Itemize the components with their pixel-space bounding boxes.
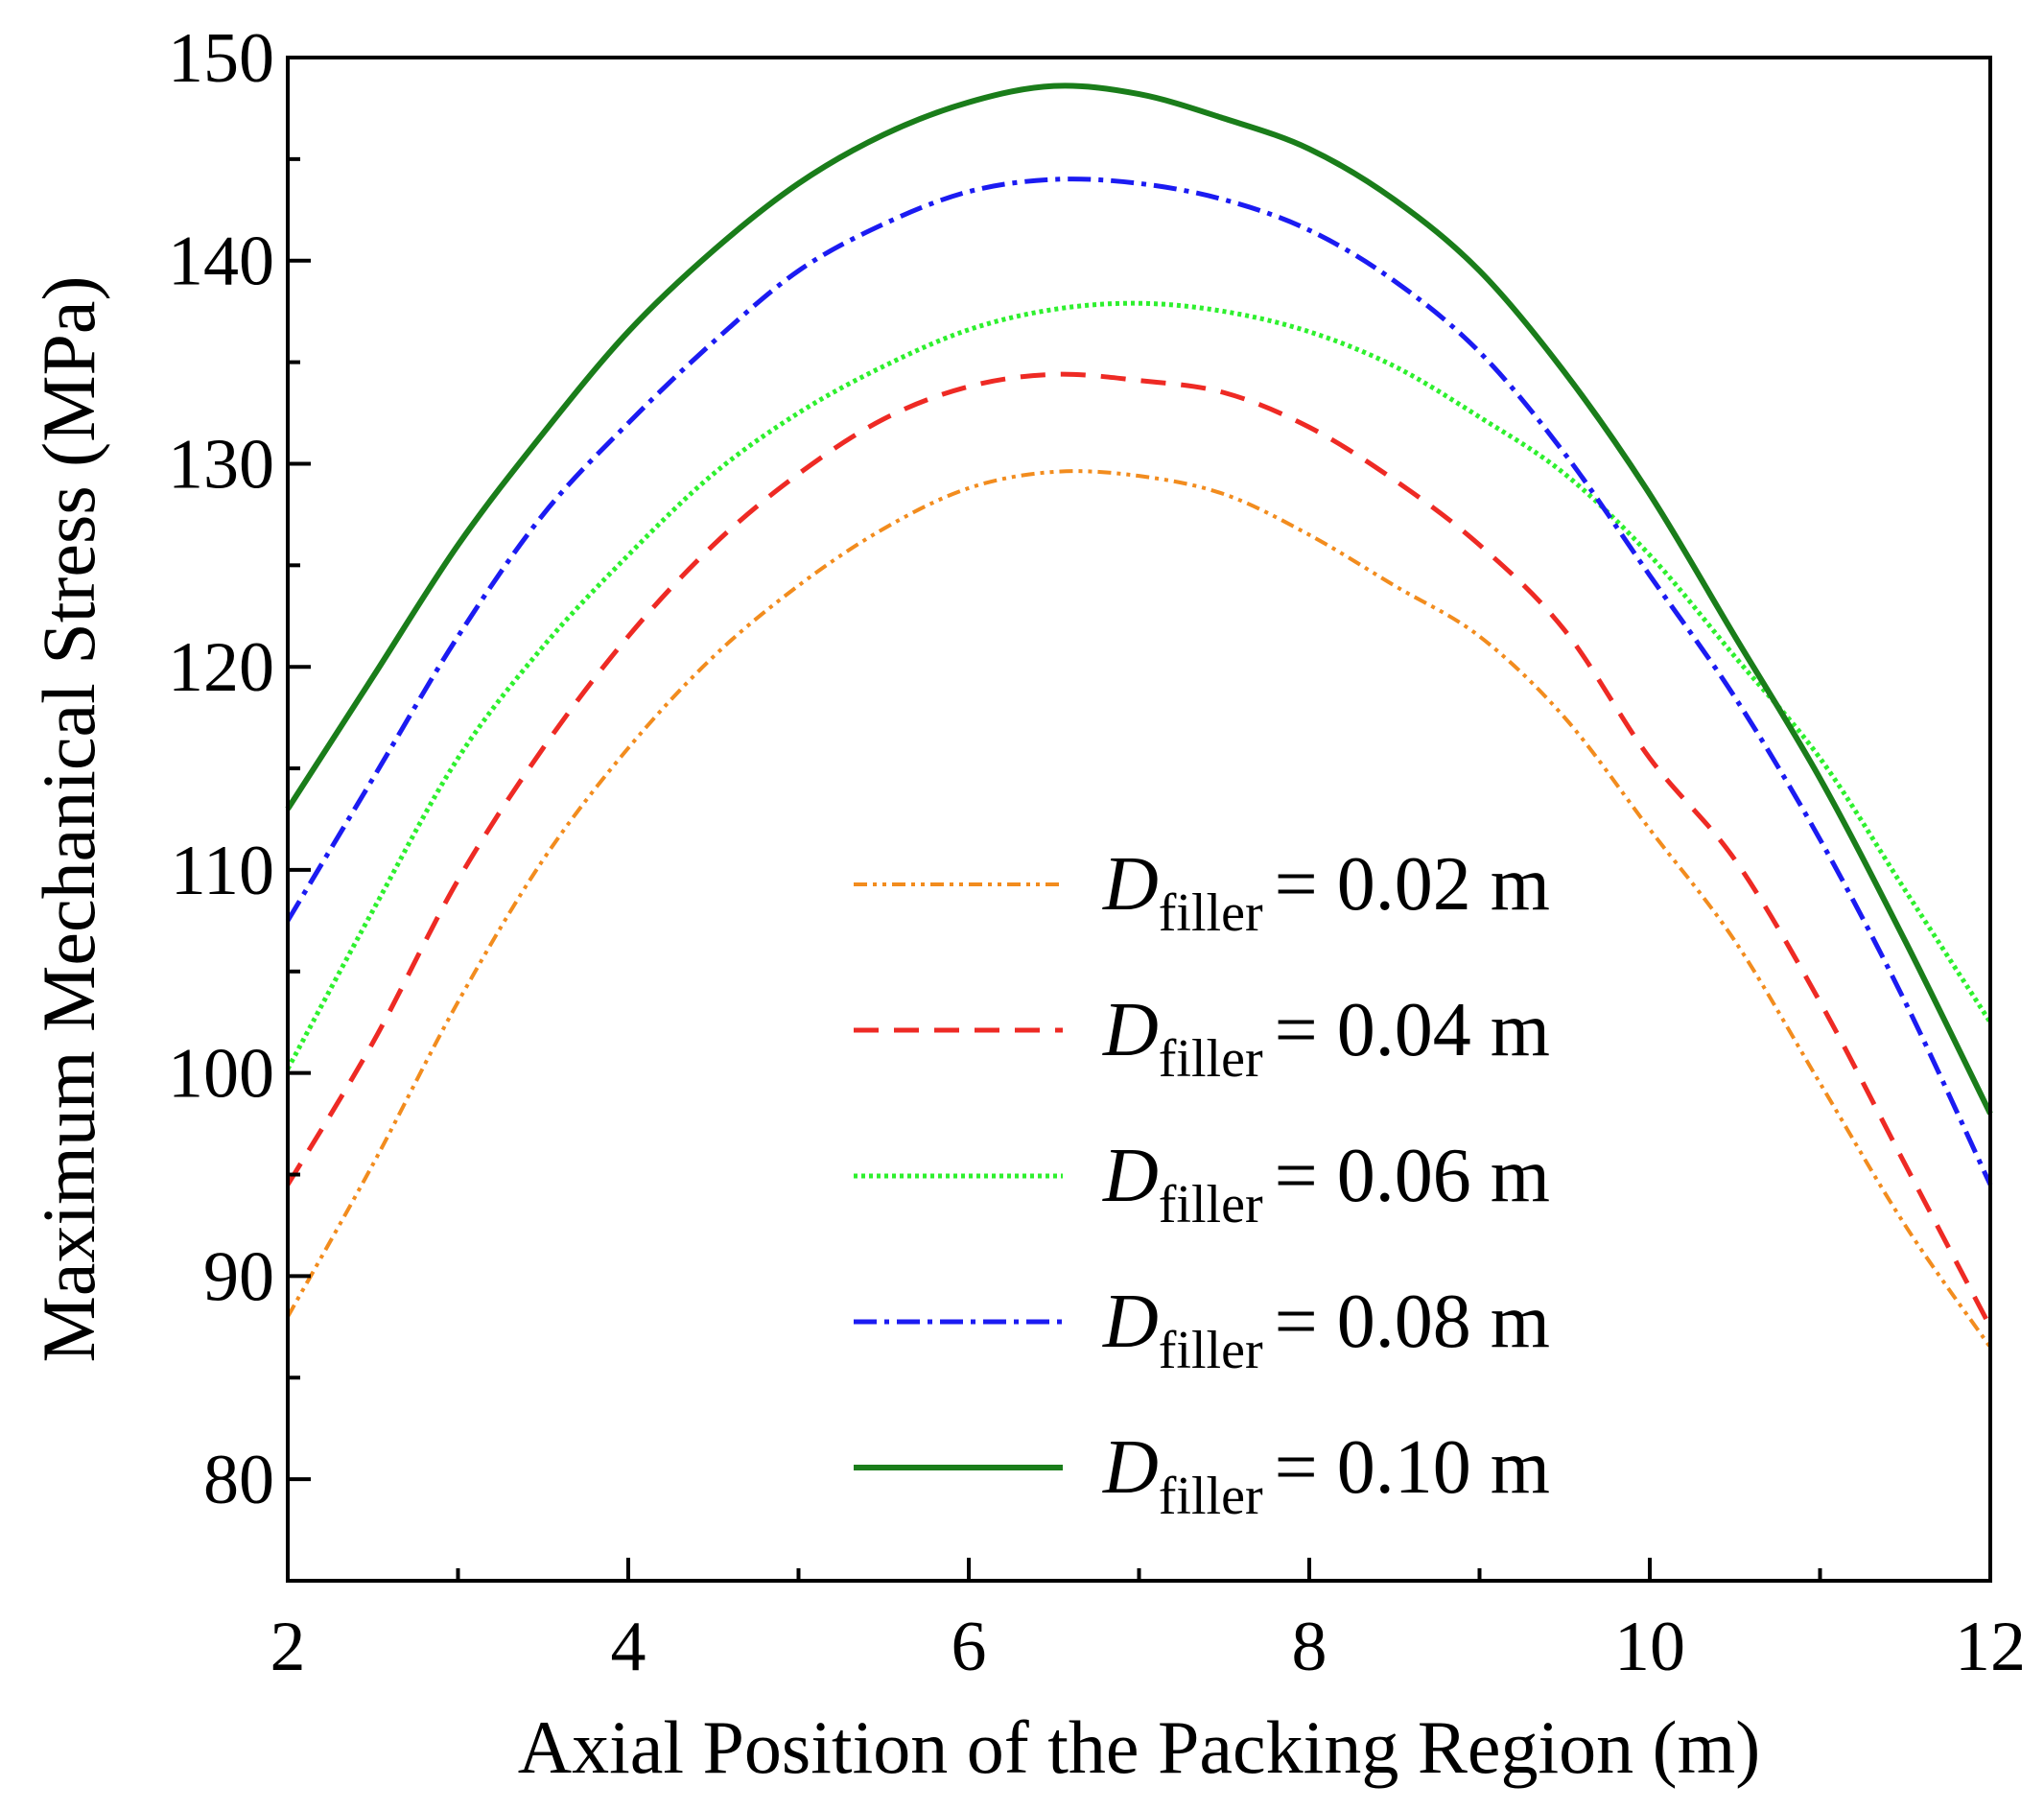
x-axis-title: Axial Position of the Packing Region (m) (518, 1705, 1761, 1789)
y-tick-label: 150 (168, 19, 274, 98)
legend-value: = 0.08 m (1275, 1280, 1550, 1364)
legend-symbol: D (1102, 988, 1159, 1072)
y-tick-label: 110 (171, 832, 274, 910)
series-line-3 (285, 300, 1993, 1070)
legend-label-5: Dfiller = 0.10 m (1102, 1425, 1550, 1526)
legend-symbol: D (1102, 1134, 1159, 1218)
legend-label-3: Dfiller = 0.06 m (1102, 1134, 1550, 1234)
y-tick-label: 140 (168, 223, 274, 301)
x-tick-label: 8 (1292, 1608, 1327, 1686)
legend-subscript: filler (1159, 1321, 1263, 1380)
legend-value: = 0.06 m (1275, 1134, 1550, 1218)
x-tick-label: 2 (270, 1608, 306, 1686)
x-tick-label: 12 (1955, 1608, 2026, 1686)
x-tick-label: 6 (952, 1608, 987, 1686)
y-axis-title: Maximum Mechanical Stress (MPa) (27, 276, 110, 1363)
y-tick-label: 100 (168, 1035, 274, 1114)
series-line-1 (286, 469, 1992, 1349)
legend-subscript: filler (1159, 1467, 1263, 1526)
legend-value: = 0.04 m (1275, 988, 1550, 1072)
series-layer (285, 82, 1993, 1349)
legend-symbol: D (1102, 1280, 1159, 1364)
y-tick-label: 80 (203, 1441, 274, 1519)
legend-value: = 0.10 m (1275, 1425, 1550, 1510)
legend-subscript: filler (1159, 883, 1263, 943)
series-line-4 (285, 176, 1993, 1187)
legend-symbol: D (1102, 842, 1159, 927)
legend-symbol: D (1102, 1425, 1159, 1510)
legend-subscript: filler (1159, 1029, 1263, 1089)
y-tick-label: 120 (168, 628, 274, 707)
series-line-5 (285, 82, 1993, 1116)
legend-value: = 0.02 m (1275, 842, 1550, 927)
ticks-layer: 2 4 6 8 10 12 80 90 100 110 120 130 140 150 (168, 19, 2026, 1686)
legend-subscript: filler (1159, 1175, 1263, 1234)
x-tick-label: 10 (1614, 1608, 1685, 1686)
legend-label-1: Dfiller = 0.02 m (1102, 842, 1550, 943)
legend-label-4: Dfiller = 0.08 m (1102, 1280, 1550, 1380)
x-tick-label: 4 (611, 1608, 646, 1686)
y-tick-label: 130 (168, 425, 274, 504)
legend-label-2: Dfiller = 0.04 m (1102, 988, 1550, 1089)
series-line-2 (285, 371, 1993, 1328)
y-tick-label: 90 (203, 1237, 274, 1316)
